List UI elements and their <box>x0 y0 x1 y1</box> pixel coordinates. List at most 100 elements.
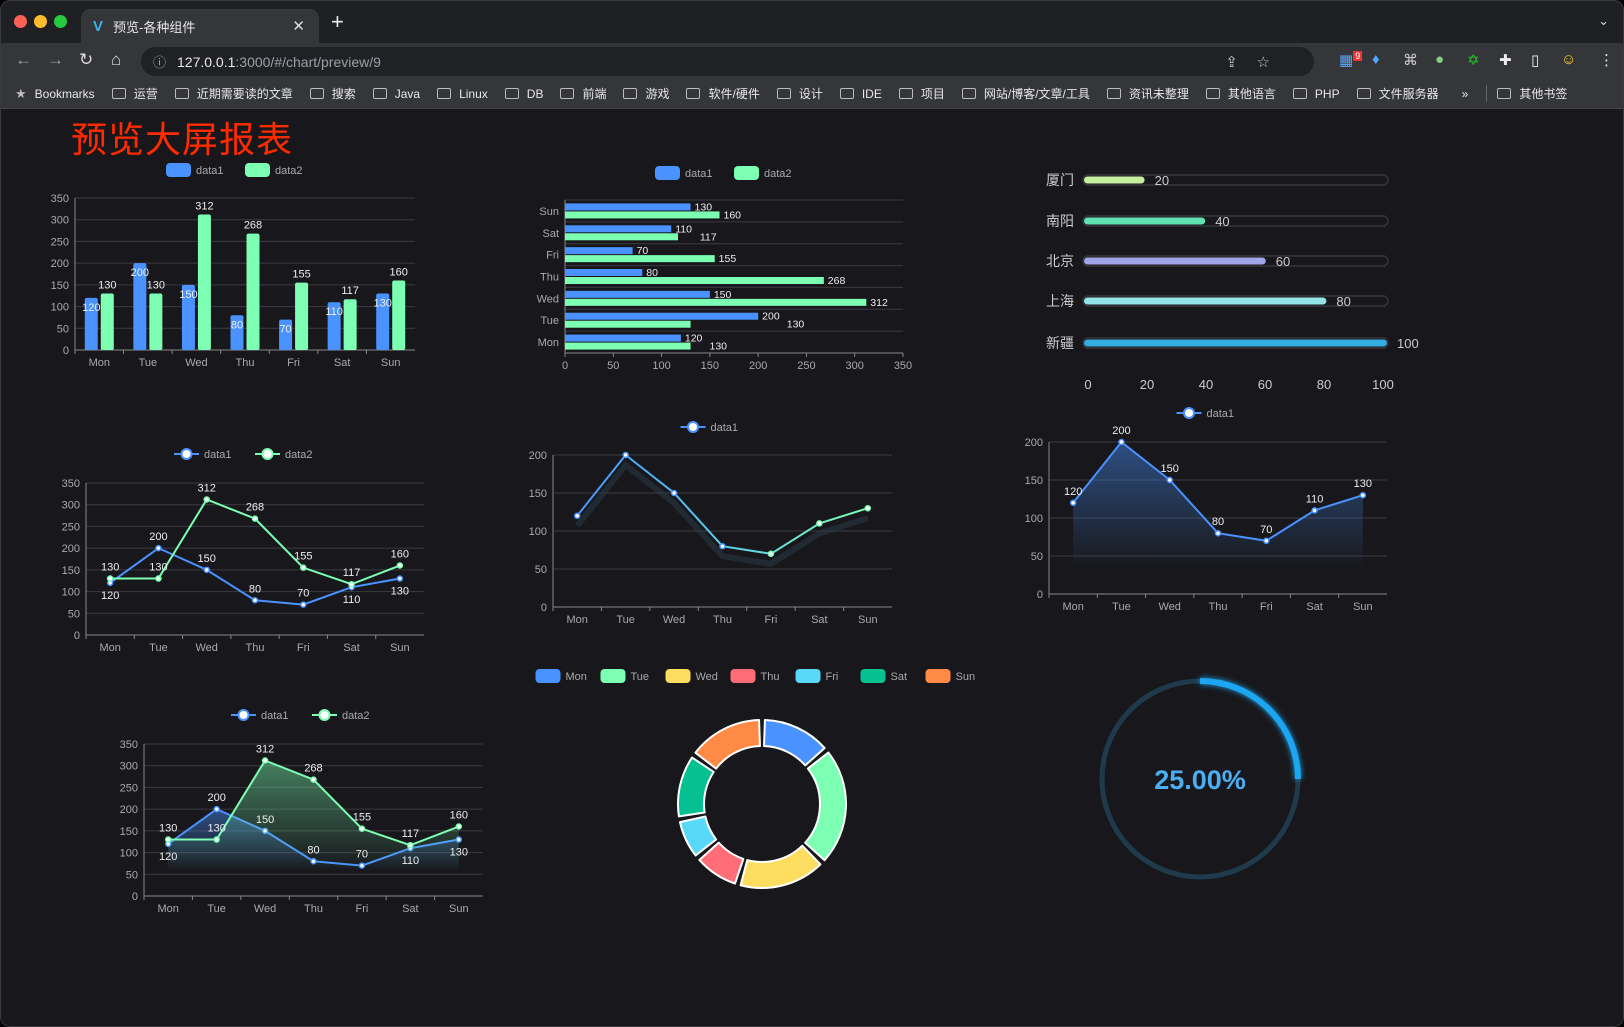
x-tick-label: Thu <box>304 903 323 915</box>
point-data2-Sat <box>348 580 355 588</box>
close-window-button[interactable] <box>14 15 27 28</box>
legend-item-data1[interactable]: data1 <box>166 163 224 177</box>
maximize-window-button[interactable] <box>54 15 67 28</box>
legend-item-data2[interactable]: data2 <box>255 448 313 461</box>
home-button[interactable]: ⌂ <box>111 50 122 69</box>
progress-fill-南阳 <box>1084 217 1206 225</box>
other-bookmarks-folder[interactable]: 其他书签 <box>1486 85 1567 102</box>
legend-item-Wed[interactable]: Wed <box>665 669 718 683</box>
bookmark-item[interactable]: 项目 <box>898 85 945 102</box>
bookmark-item[interactable]: ★ Bookmarks <box>15 86 95 102</box>
bookmark-item[interactable]: 设计 <box>776 85 823 102</box>
bookmark-item[interactable]: IDE <box>839 87 882 101</box>
profile-avatar[interactable]: ☺ <box>1561 51 1577 68</box>
address-bar[interactable]: ⓘ 127.0.0.1:3000/#/chart/preview/9 ⇪ ☆ <box>141 47 1314 76</box>
legend-item-data2[interactable]: data2 <box>245 163 303 177</box>
command-extension-icon[interactable]: ⌘ <box>1403 52 1418 69</box>
legend-item-Thu[interactable]: Thu <box>730 669 780 683</box>
bar-data2-Sat <box>565 233 678 241</box>
legend-item-data1[interactable]: data1 <box>231 709 289 722</box>
close-tab-icon[interactable]: ✕ <box>292 18 305 35</box>
data-label: 268 <box>828 275 846 287</box>
legend-item-Mon[interactable]: Mon <box>535 669 587 683</box>
bookmark-item[interactable]: 运营 <box>111 85 158 102</box>
reload-button[interactable]: ↻ <box>79 50 94 69</box>
data-label: 160 <box>391 549 409 561</box>
y-tick-label: 350 <box>120 739 138 751</box>
x-tick-label: Thu <box>236 357 255 369</box>
circle-extension-icon[interactable]: ● <box>1435 51 1445 68</box>
bookmark-item[interactable]: 资讯未整理 <box>1106 85 1189 102</box>
share-icon[interactable]: ⇪ <box>1225 53 1238 71</box>
browser-tab[interactable]: V 预览-各种组件 ✕ <box>81 9 319 43</box>
minimize-window-button[interactable] <box>34 15 47 28</box>
bookmark-item[interactable]: 游戏 <box>623 85 669 102</box>
legend-item-data1[interactable]: data1 <box>1176 407 1235 420</box>
bookmark-item[interactable]: DB <box>504 87 543 101</box>
area-data1 <box>1073 442 1363 569</box>
point-data1-Tue <box>622 451 629 459</box>
bookmark-item[interactable]: PHP <box>1292 86 1340 101</box>
bookmark-item[interactable]: 网站/博客/文章/工具 <box>961 85 1090 102</box>
x-tick-label: Fri <box>356 903 369 915</box>
bookmark-item[interactable]: 前端 <box>560 85 606 102</box>
legend-marker <box>261 448 274 460</box>
legend-item-data2[interactable]: data2 <box>312 709 370 722</box>
progress-value: 80 <box>1336 294 1350 309</box>
x-tick-label: Wed <box>663 614 685 626</box>
legend-item-Tue[interactable]: Tue <box>600 669 650 683</box>
legend-marker <box>687 421 699 433</box>
data-label: 120 <box>159 851 177 863</box>
bookmark-label: 资讯未整理 <box>1128 87 1189 101</box>
y-tick-label: 200 <box>529 450 547 462</box>
new-tab-button[interactable]: + <box>331 9 344 34</box>
bar-data2-Tue <box>565 320 691 328</box>
tab-search-chevron-icon[interactable]: ⌄ <box>1598 13 1609 28</box>
legend-item-data1[interactable]: data1 <box>680 421 739 434</box>
star-extension-icon[interactable]: ✡ <box>1467 52 1480 69</box>
bar-data1-Mon <box>84 297 98 350</box>
folder-icon <box>437 88 452 99</box>
more-bookmarks-button[interactable]: » <box>1461 86 1469 101</box>
diamond-extension-icon[interactable]: ♦ <box>1372 51 1380 68</box>
bookmark-item[interactable]: Linux <box>437 87 488 101</box>
legend-item-Sun[interactable]: Sun <box>925 669 976 683</box>
bookmark-item[interactable]: 软件/硬件 <box>686 85 760 102</box>
point-data1-Wed <box>1166 476 1173 484</box>
legend-label: data1 <box>685 168 713 180</box>
bookmark-item[interactable]: Java <box>372 87 420 101</box>
back-button[interactable]: ← <box>15 50 32 69</box>
menu-dots-icon[interactable]: ⋮ <box>1599 52 1614 69</box>
side-panel-icon[interactable]: ▯ <box>1531 52 1540 69</box>
legend-item-Sat[interactable]: Sat <box>860 669 908 683</box>
legend-item-Fri[interactable]: Fri <box>795 669 839 683</box>
x-tick-label: 60 <box>1258 377 1272 392</box>
site-info-icon[interactable]: ⓘ <box>153 55 167 70</box>
legend-item-data2[interactable]: data2 <box>734 166 792 180</box>
bar-data1-Thu <box>230 315 244 350</box>
donut-slice-Wed <box>739 844 822 889</box>
toolbar: ← → ↻ ⌂ ⓘ 127.0.0.1:3000/#/chart/preview… <box>1 43 1623 79</box>
bookmark-item[interactable]: 搜索 <box>309 85 356 102</box>
bookmark-item[interactable]: 文件服务器 <box>1356 85 1439 102</box>
progress-track <box>1082 337 1389 349</box>
bookmark-item[interactable]: 其他语言 <box>1205 85 1276 102</box>
folder-icon <box>560 88 575 99</box>
legend-item-data1[interactable]: data1 <box>174 448 232 461</box>
bookmark-item[interactable]: 近期需要读的文章 <box>174 85 293 102</box>
bookmark-star-icon[interactable]: ☆ <box>1256 53 1270 71</box>
forward-button[interactable]: → <box>47 50 64 69</box>
legend-label: data1 <box>261 710 289 722</box>
y-tick-label: 200 <box>1025 437 1043 449</box>
bookmark-label: PHP <box>1314 86 1340 101</box>
extensions-puzzle-icon[interactable]: ✚ <box>1499 52 1512 69</box>
extension-grid-icon[interactable]: ▦ 9 <box>1339 51 1363 69</box>
donut-slice-Mon <box>763 719 826 767</box>
legend-item-data1[interactable]: data1 <box>655 166 713 180</box>
data-label: 70 <box>279 324 291 336</box>
data-label: 110 <box>325 306 343 318</box>
data-label: 150 <box>256 814 274 826</box>
data-label: 312 <box>256 744 274 756</box>
x-tick-label: 100 <box>1372 377 1394 392</box>
data-label: 312 <box>198 483 216 495</box>
